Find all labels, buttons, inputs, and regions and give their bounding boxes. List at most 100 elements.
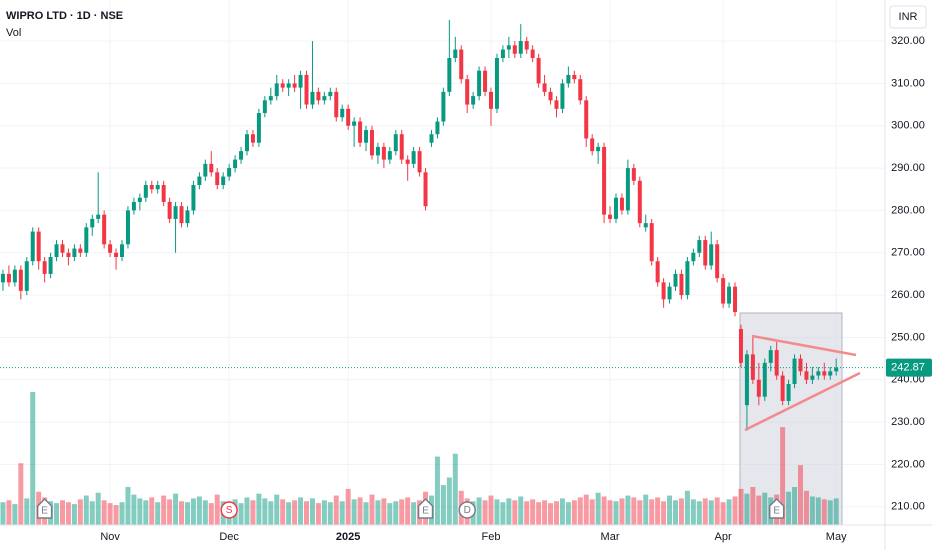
- candle-body: [578, 79, 583, 101]
- volume-bar: [59, 500, 65, 525]
- volume-bar: [190, 498, 196, 525]
- candle-body: [631, 168, 636, 181]
- y-tick-label: 310.00: [891, 77, 925, 89]
- candle-body: [352, 121, 357, 126]
- candle-body: [244, 134, 249, 152]
- candle-body: [649, 223, 654, 262]
- volume-bar: [762, 492, 768, 525]
- currency-box[interactable]: [889, 5, 927, 29]
- candle-body: [756, 379, 761, 397]
- volume-bar: [583, 494, 589, 525]
- candle-body: [12, 269, 17, 283]
- volume-bar: [619, 498, 625, 525]
- volume-bar: [684, 490, 690, 525]
- volume-bar: [809, 496, 815, 525]
- volume-bar: [363, 502, 369, 525]
- y-tick-label: 220.00: [891, 458, 925, 470]
- y-tick-label: 270.00: [891, 247, 925, 259]
- candle-body: [203, 163, 208, 177]
- volume-bar: [827, 500, 833, 525]
- candle-body: [369, 129, 374, 156]
- volume-bar: [333, 495, 339, 525]
- volume-bar: [405, 497, 411, 525]
- candle-body: [137, 197, 142, 202]
- candle-body: [500, 49, 505, 59]
- candle-body: [387, 151, 392, 160]
- candle-body: [6, 273, 11, 283]
- currency-label[interactable]: INR: [899, 11, 918, 23]
- volume-bar: [149, 497, 155, 525]
- volume-bar: [440, 485, 446, 525]
- candle-body: [608, 214, 613, 219]
- x-tick-label: May: [826, 531, 847, 543]
- volume-bar: [83, 495, 89, 525]
- candle-body: [250, 134, 255, 143]
- volume-bar: [518, 496, 524, 525]
- volume-bar: [256, 493, 262, 525]
- candle-body: [822, 371, 827, 376]
- y-tick-label: 240.00: [891, 374, 925, 386]
- volume-bar: [167, 499, 173, 525]
- volume-bar: [399, 499, 405, 525]
- candle-body: [108, 244, 113, 253]
- volume-bar: [553, 501, 559, 525]
- event-label: E: [773, 506, 780, 517]
- volume-bar: [327, 502, 333, 525]
- candle-body: [738, 328, 743, 363]
- volume-bar: [548, 503, 554, 525]
- candle-body: [768, 350, 773, 363]
- candle-body: [715, 244, 720, 279]
- volume-bar: [643, 494, 649, 525]
- candle-body: [780, 375, 785, 401]
- candle-body: [584, 100, 589, 139]
- volume-bar: [137, 498, 143, 525]
- last-price-label: 242.87: [891, 362, 925, 374]
- candle-body: [798, 358, 803, 372]
- candle-body: [310, 91, 315, 105]
- volume-bar: [131, 494, 137, 525]
- volume-bar: [196, 496, 202, 525]
- volume-bar: [381, 498, 387, 525]
- volume-bar: [357, 497, 363, 525]
- volume-bar: [756, 495, 762, 525]
- candle-body: [429, 134, 434, 143]
- candle-body: [750, 354, 755, 380]
- y-tick-label: 230.00: [891, 416, 925, 428]
- candle-body: [36, 231, 41, 262]
- candle-body: [542, 83, 547, 92]
- y-tick-label: 300.00: [891, 120, 925, 132]
- candle-body: [483, 70, 488, 92]
- x-tick-label: Nov: [100, 531, 120, 543]
- y-tick-label: 280.00: [891, 204, 925, 216]
- candle-body: [72, 248, 77, 257]
- volume-bar: [792, 487, 798, 525]
- candle-body: [697, 240, 702, 253]
- candle-body: [744, 354, 749, 406]
- candle-body: [679, 273, 684, 296]
- candle-body: [375, 146, 380, 156]
- event-marker: [36, 497, 53, 519]
- volume-bar: [125, 487, 131, 525]
- candle-body: [703, 240, 708, 266]
- event-label: S: [226, 505, 233, 516]
- candle-body: [727, 286, 732, 304]
- volume-label: Vol: [6, 27, 21, 39]
- candle-body: [114, 252, 119, 257]
- volume-bar: [89, 501, 95, 525]
- volume-bar: [655, 497, 661, 525]
- x-tick-label: Dec: [219, 531, 239, 543]
- volume-bar: [559, 498, 565, 525]
- candle-body: [691, 252, 696, 262]
- x-tick-label: Feb: [482, 531, 501, 543]
- candle-body: [66, 252, 71, 257]
- candle-body: [197, 176, 202, 186]
- volume-bar: [184, 502, 190, 525]
- candle-body: [274, 83, 279, 97]
- volume-bar: [286, 502, 292, 525]
- candle-body: [804, 371, 809, 380]
- y-tick-label: 250.00: [891, 331, 925, 343]
- candle-body: [447, 58, 452, 92]
- candle-body: [78, 248, 83, 253]
- volume-bar: [202, 500, 208, 525]
